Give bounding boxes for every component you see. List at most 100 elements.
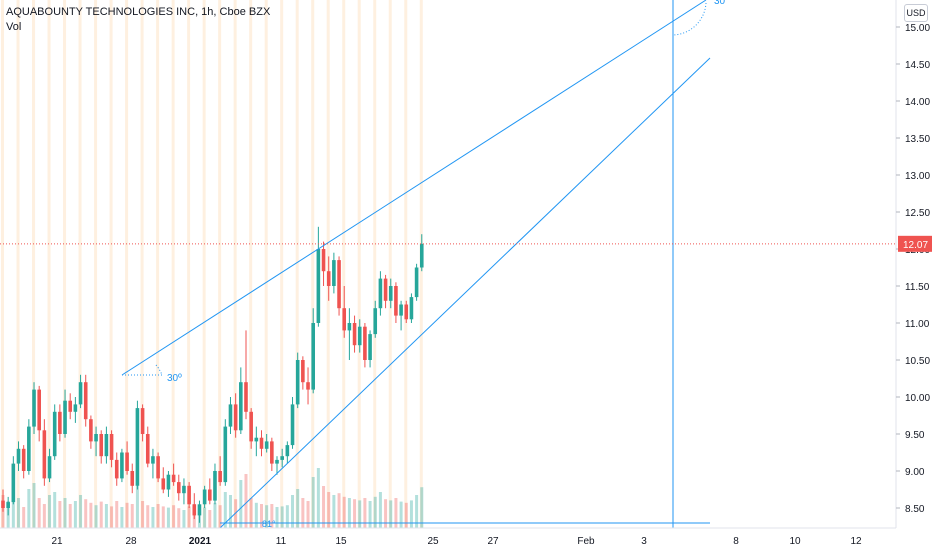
- x-tick-label: 12: [850, 536, 862, 547]
- y-tick-label: 10.00: [905, 393, 930, 404]
- candle-body: [99, 434, 104, 457]
- candle-body: [321, 249, 326, 272]
- volume-bar: [384, 499, 388, 528]
- volume-bar: [135, 486, 139, 528]
- session-band: [140, 0, 144, 528]
- session-band: [280, 0, 284, 528]
- session-band: [342, 0, 346, 528]
- volume-bar: [203, 507, 207, 528]
- session-band: [373, 0, 377, 528]
- last-price-label: 12.07: [898, 235, 932, 252]
- volume-bar: [316, 468, 320, 528]
- x-tick-label: 15: [335, 536, 347, 547]
- chart-legend: AQUABOUNTY TECHNOLOGIES INC, 1h, Cboe BZ…: [6, 5, 270, 35]
- candle-body: [404, 304, 409, 320]
- volume-bar: [27, 489, 31, 528]
- session-band: [63, 0, 67, 528]
- candle-body: [223, 426, 228, 483]
- candle-body: [239, 382, 243, 431]
- session-band: [32, 0, 36, 528]
- session-band: [249, 0, 253, 528]
- candle-body: [6, 502, 10, 508]
- volume-bar: [337, 493, 341, 528]
- volume-bar: [296, 489, 300, 528]
- volume-bar: [415, 495, 419, 528]
- candle-body: [233, 404, 238, 431]
- volume-bar: [270, 504, 274, 528]
- y-tick-label: 14.00: [905, 97, 930, 108]
- candle-body: [171, 474, 176, 483]
- candle-body: [16, 448, 21, 464]
- volume-bar: [187, 506, 191, 528]
- candle-body: [109, 434, 114, 460]
- volume-bar: [358, 500, 362, 528]
- x-tick-label: 27: [487, 536, 499, 547]
- candle-body: [120, 452, 124, 479]
- y-tick-label: 11.50: [905, 282, 930, 293]
- y-tick-label: 14.50: [905, 60, 930, 71]
- volume-bar: [89, 502, 93, 528]
- candle-body: [114, 459, 119, 479]
- session-band: [78, 0, 82, 528]
- y-tick-label: 8.50: [905, 504, 925, 515]
- candles: [1, 226, 424, 523]
- candle-body: [1, 500, 5, 508]
- session-band: [125, 0, 129, 528]
- y-tick-label: 12.50: [905, 208, 930, 219]
- candle-body: [156, 456, 160, 479]
- volume-bar: [151, 507, 155, 528]
- axes: [0, 0, 897, 529]
- volume-bar: [275, 507, 279, 528]
- volume-bar: [146, 505, 150, 528]
- candle-body: [368, 334, 372, 360]
- volume-bar: [291, 495, 295, 528]
- x-axis-ticks: 21 28 2021 11 15 25 27 Feb 3 8 10 12: [51, 536, 862, 547]
- volume-bar: [130, 504, 134, 528]
- x-tick-label: 3: [641, 536, 647, 547]
- candle-body: [285, 445, 290, 457]
- candle-body: [83, 382, 88, 420]
- x-tick-label: 11: [276, 536, 287, 547]
- candle-body: [363, 326, 367, 360]
- volume-bar: [389, 500, 393, 528]
- currency-button[interactable]: USD: [904, 4, 928, 22]
- candle-body: [197, 504, 202, 516]
- candle-body: [337, 260, 341, 309]
- candle-body: [78, 382, 83, 405]
- candle-body: [352, 323, 357, 346]
- candle-body: [316, 249, 321, 323]
- volume-bar: [17, 498, 21, 528]
- volume-bar: [141, 501, 145, 528]
- candle-body: [218, 471, 222, 483]
- volume-bar: [301, 498, 305, 528]
- volume-bar: [161, 506, 165, 528]
- session-band: [388, 0, 392, 528]
- candle-body: [11, 463, 16, 503]
- trend-drawings[interactable]: 30º 30° 81°: [121, 0, 729, 529]
- upper-trend-line: [121, 0, 707, 376]
- candle-body: [347, 323, 352, 331]
- session-band: [404, 0, 408, 528]
- volume-bar: [37, 498, 41, 528]
- candle-body: [228, 404, 233, 427]
- x-tick-label: 28: [125, 536, 137, 547]
- angle-label: 30º: [167, 373, 182, 384]
- candle-body: [295, 360, 300, 405]
- candle-body: [151, 456, 155, 464]
- volume-bar: [249, 498, 253, 528]
- volume-bar: [311, 477, 315, 528]
- session-band: [233, 0, 237, 528]
- candle-body: [27, 426, 31, 471]
- candle-body: [394, 286, 398, 316]
- volume-bar: [42, 504, 46, 528]
- candle-body: [135, 408, 140, 486]
- last-price-badge: [898, 235, 932, 252]
- session-band: [264, 0, 268, 528]
- volume-bar: [73, 501, 77, 528]
- volume-bar: [332, 495, 336, 528]
- volume-bar: [213, 502, 217, 528]
- volume-bar: [322, 486, 326, 528]
- candle-body: [166, 474, 171, 490]
- volume-bar: [11, 492, 15, 528]
